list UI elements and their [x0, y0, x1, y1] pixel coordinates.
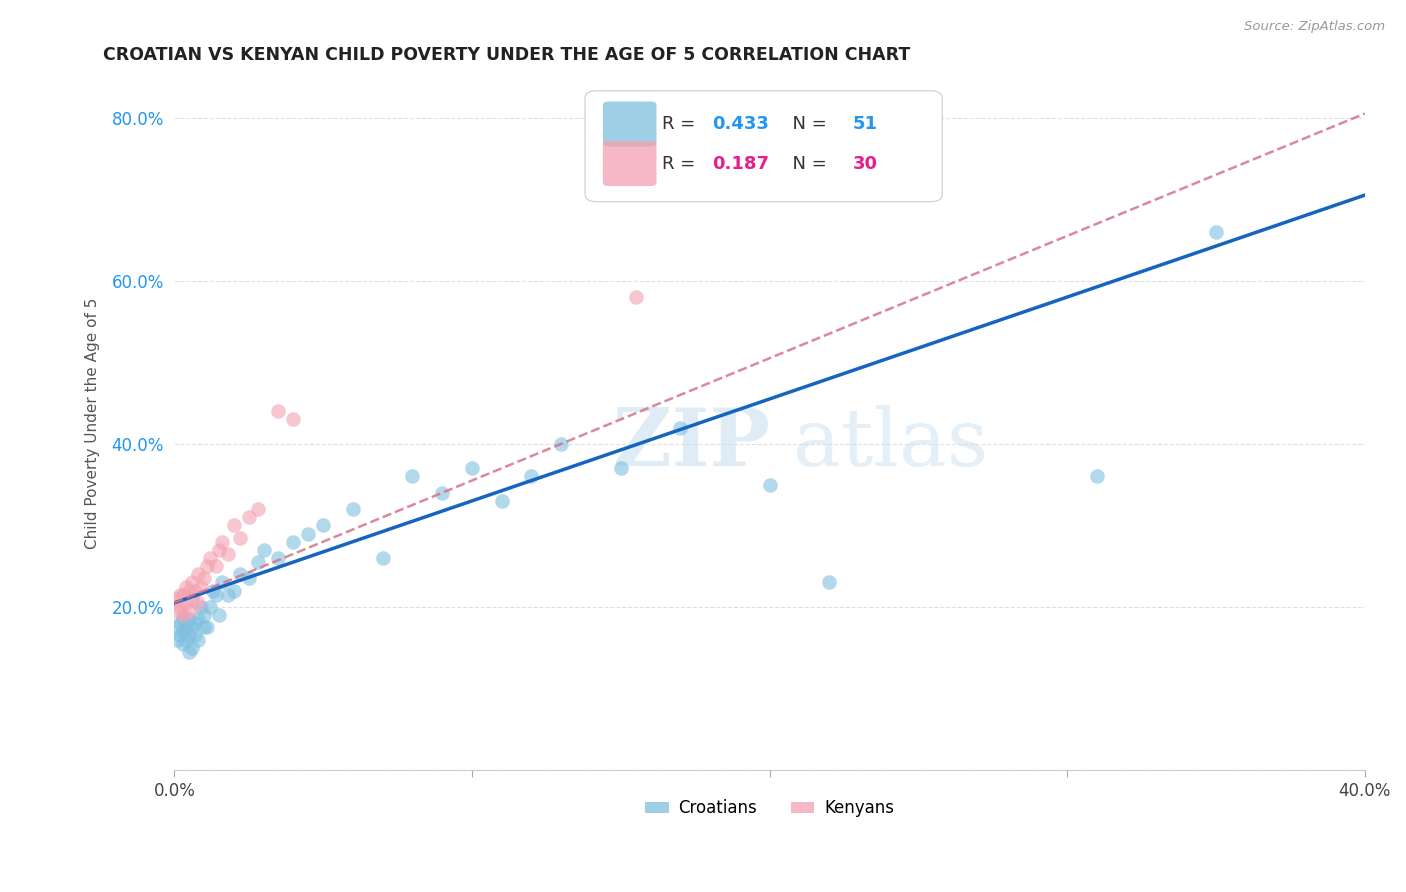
- Point: [252, 542, 274, 557]
- Point: [208, 542, 231, 557]
- Point: [184, 583, 207, 598]
- FancyBboxPatch shape: [603, 141, 657, 186]
- Point: [181, 575, 204, 590]
- Text: 51: 51: [853, 115, 877, 133]
- Point: [193, 608, 215, 623]
- Text: R =: R =: [662, 115, 702, 133]
- Point: [297, 526, 319, 541]
- Text: Source: ZipAtlas.com: Source: ZipAtlas.com: [1244, 20, 1385, 33]
- Point: [205, 588, 228, 602]
- Point: [1085, 469, 1108, 483]
- Point: [193, 571, 215, 585]
- Point: [461, 461, 484, 475]
- Point: [283, 412, 305, 426]
- Point: [174, 580, 197, 594]
- Point: [520, 469, 543, 483]
- Point: [205, 559, 228, 574]
- Point: [174, 620, 197, 634]
- Point: [217, 547, 239, 561]
- Point: [187, 596, 209, 610]
- Point: [184, 616, 207, 631]
- Point: [195, 620, 218, 634]
- FancyBboxPatch shape: [603, 102, 657, 146]
- Point: [312, 518, 335, 533]
- Point: [174, 596, 197, 610]
- Point: [187, 612, 209, 626]
- Point: [169, 599, 191, 614]
- Point: [179, 645, 201, 659]
- Point: [238, 571, 260, 585]
- Point: [190, 599, 212, 614]
- Text: 0.433: 0.433: [713, 115, 769, 133]
- Point: [550, 437, 572, 451]
- Point: [246, 502, 269, 516]
- Point: [181, 591, 204, 606]
- Point: [267, 551, 290, 566]
- Point: [202, 583, 225, 598]
- Text: CROATIAN VS KENYAN CHILD POVERTY UNDER THE AGE OF 5 CORRELATION CHART: CROATIAN VS KENYAN CHILD POVERTY UNDER T…: [103, 46, 910, 64]
- Point: [669, 420, 692, 434]
- Point: [172, 612, 194, 626]
- Point: [267, 404, 290, 418]
- Point: [166, 591, 188, 606]
- Point: [283, 534, 305, 549]
- Point: [818, 575, 841, 590]
- Point: [184, 628, 207, 642]
- Point: [181, 620, 204, 634]
- Point: [179, 604, 201, 618]
- Point: [172, 637, 194, 651]
- Point: [166, 604, 188, 618]
- Point: [169, 588, 191, 602]
- Point: [208, 608, 231, 623]
- FancyBboxPatch shape: [585, 91, 942, 202]
- Point: [342, 502, 364, 516]
- Point: [491, 494, 513, 508]
- Point: [198, 599, 221, 614]
- Legend: Croatians, Kenyans: Croatians, Kenyans: [638, 793, 901, 824]
- Point: [371, 551, 394, 566]
- Point: [179, 612, 201, 626]
- Text: R =: R =: [662, 154, 702, 172]
- Point: [166, 620, 188, 634]
- Point: [229, 567, 252, 582]
- Point: [169, 628, 191, 642]
- Point: [229, 531, 252, 545]
- Point: [430, 485, 453, 500]
- Point: [238, 510, 260, 524]
- Text: 30: 30: [853, 154, 877, 172]
- Point: [190, 580, 212, 594]
- Point: [624, 290, 647, 304]
- Point: [172, 608, 194, 623]
- Point: [169, 616, 191, 631]
- Point: [758, 477, 780, 491]
- Point: [246, 555, 269, 569]
- Text: 0.187: 0.187: [713, 154, 769, 172]
- Point: [401, 469, 423, 483]
- Point: [187, 567, 209, 582]
- Text: N =: N =: [782, 115, 832, 133]
- Point: [174, 632, 197, 647]
- Text: N =: N =: [782, 154, 832, 172]
- Point: [610, 461, 633, 475]
- Point: [172, 588, 194, 602]
- Y-axis label: Child Poverty Under the Age of 5: Child Poverty Under the Age of 5: [86, 298, 100, 549]
- Point: [187, 632, 209, 647]
- Point: [198, 551, 221, 566]
- Point: [193, 620, 215, 634]
- Point: [211, 575, 233, 590]
- Point: [181, 640, 204, 655]
- Point: [222, 583, 245, 598]
- Point: [166, 632, 188, 647]
- Text: ZIP: ZIP: [613, 405, 769, 483]
- Point: [179, 628, 201, 642]
- Point: [222, 518, 245, 533]
- Point: [195, 559, 218, 574]
- Point: [179, 583, 201, 598]
- Text: atlas: atlas: [793, 405, 988, 483]
- Point: [211, 534, 233, 549]
- Point: [172, 624, 194, 639]
- Point: [1205, 225, 1227, 239]
- Point: [217, 588, 239, 602]
